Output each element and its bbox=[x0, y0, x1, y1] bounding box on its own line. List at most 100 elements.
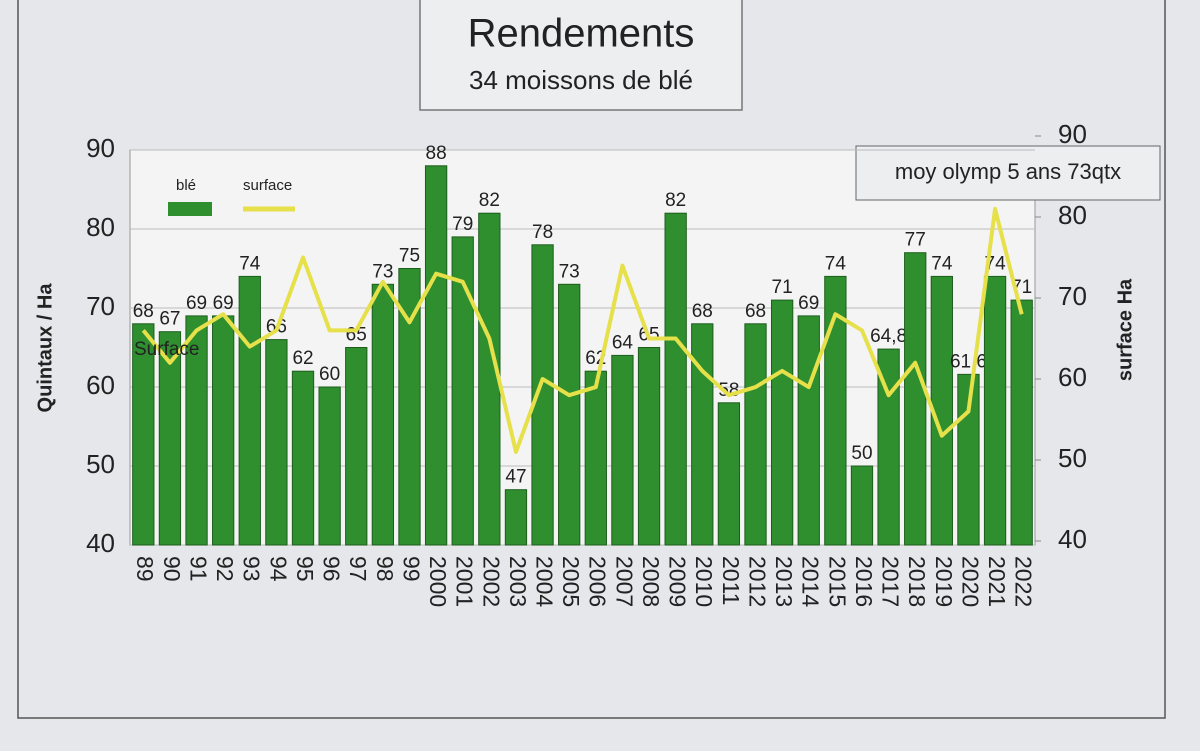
x-tick-label: 2019 bbox=[931, 556, 957, 607]
y-tick-label: 50 bbox=[86, 449, 115, 479]
x-tick-label: 2020 bbox=[957, 556, 983, 607]
bar bbox=[983, 275, 1007, 546]
bar bbox=[637, 347, 661, 546]
bar bbox=[318, 386, 341, 546]
value-label: 75 bbox=[399, 246, 420, 267]
bar bbox=[291, 370, 315, 546]
bar bbox=[265, 339, 288, 546]
legend-label: surface bbox=[243, 177, 292, 194]
value-label: 64,8 bbox=[870, 326, 907, 347]
value-label: 62 bbox=[292, 348, 313, 369]
bar bbox=[691, 323, 714, 546]
y-tick-label: 60 bbox=[86, 370, 115, 400]
value-label: 64 bbox=[612, 332, 634, 353]
y2-axis-label: surface Ha bbox=[1114, 278, 1136, 381]
bar bbox=[824, 275, 847, 546]
y-tick-label: 80 bbox=[86, 212, 115, 242]
bar bbox=[424, 165, 448, 546]
x-tick-label: 2005 bbox=[558, 556, 584, 607]
y-tick-label: 70 bbox=[86, 291, 115, 321]
value-label: 74 bbox=[825, 253, 847, 274]
chart-title: Rendements bbox=[468, 12, 695, 56]
x-tick-label: 92 bbox=[212, 556, 238, 582]
bar bbox=[770, 299, 794, 546]
x-tick-label: 94 bbox=[265, 556, 291, 582]
x-tick-label: 2021 bbox=[984, 556, 1010, 607]
y2-tick-label: 50 bbox=[1058, 443, 1087, 473]
bar bbox=[717, 402, 741, 546]
bar bbox=[904, 252, 927, 546]
x-tick-label: 98 bbox=[372, 556, 398, 582]
bar bbox=[850, 465, 874, 546]
x-tick-label: 2014 bbox=[798, 556, 824, 607]
bar bbox=[371, 283, 395, 546]
value-label: 82 bbox=[479, 190, 500, 211]
value-label: 82 bbox=[665, 190, 686, 211]
x-tick-label: 2000 bbox=[425, 556, 451, 607]
value-label: 60 bbox=[319, 364, 340, 385]
x-tick-label: 2006 bbox=[585, 556, 611, 607]
legend-swatch bbox=[168, 202, 212, 216]
x-tick-label: 2003 bbox=[505, 556, 531, 607]
x-tick-label: 95 bbox=[292, 556, 318, 582]
value-label: 68 bbox=[133, 301, 154, 322]
bar bbox=[1010, 299, 1033, 546]
x-tick-label: 2001 bbox=[452, 556, 478, 607]
x-tick-label: 99 bbox=[398, 556, 424, 582]
value-label: 74 bbox=[931, 253, 953, 274]
x-tick-label: 93 bbox=[239, 556, 265, 582]
y2-tick-label: 70 bbox=[1058, 281, 1087, 311]
annotation: Surface bbox=[134, 339, 199, 360]
value-label: 47 bbox=[505, 467, 526, 488]
x-tick-label: 96 bbox=[319, 556, 345, 582]
x-tick-label: 97 bbox=[345, 556, 371, 582]
bar bbox=[744, 323, 767, 546]
x-tick-label: 2009 bbox=[665, 556, 691, 607]
value-label: 71 bbox=[772, 277, 793, 298]
x-tick-label: 2022 bbox=[1011, 556, 1037, 607]
title-box bbox=[419, 0, 743, 111]
x-tick-label: 89 bbox=[132, 556, 158, 582]
bar bbox=[558, 283, 581, 546]
y-axis-label: Quintaux / Ha bbox=[34, 283, 56, 413]
value-label: 61,6 bbox=[950, 351, 987, 372]
chart-subtitle: 34 moissons de blé bbox=[469, 65, 693, 95]
x-tick-label: 2018 bbox=[904, 556, 930, 607]
value-label: 69 bbox=[798, 293, 819, 314]
value-label: 79 bbox=[452, 214, 473, 235]
x-tick-label: 2008 bbox=[638, 556, 664, 607]
value-label: 88 bbox=[426, 143, 447, 164]
y2-tick-label: 80 bbox=[1058, 200, 1087, 230]
x-tick-label: 2004 bbox=[531, 556, 557, 607]
value-label: 68 bbox=[745, 301, 766, 322]
line bbox=[141, 206, 1024, 454]
value-label: 73 bbox=[559, 261, 580, 282]
frame bbox=[17, 0, 1166, 719]
value-label: 69 bbox=[186, 293, 207, 314]
value-label: 50 bbox=[851, 443, 872, 464]
y-tick-label: 40 bbox=[86, 528, 115, 558]
x-tick-label: 2002 bbox=[478, 556, 504, 607]
y2-tick-label: 60 bbox=[1058, 362, 1087, 392]
bar bbox=[504, 489, 528, 546]
bar bbox=[584, 370, 607, 546]
value-label: 67 bbox=[159, 309, 180, 330]
value-label: 69 bbox=[213, 293, 234, 314]
value-label: 68 bbox=[692, 301, 713, 322]
x-tick-label: 2007 bbox=[611, 556, 637, 607]
x-tick-label: 90 bbox=[159, 556, 185, 582]
bar bbox=[132, 323, 155, 546]
annotation: moy olymp 5 ans 73qtx bbox=[895, 159, 1121, 184]
x-tick-label: 91 bbox=[185, 556, 211, 582]
bar bbox=[398, 268, 421, 546]
bar bbox=[451, 236, 474, 546]
y2-tick-label: 90 bbox=[1058, 119, 1087, 149]
y-tick-label: 90 bbox=[86, 133, 115, 163]
bar bbox=[478, 212, 501, 546]
bar bbox=[212, 315, 235, 546]
x-tick-label: 2012 bbox=[744, 556, 770, 607]
bar bbox=[345, 347, 368, 546]
value-label: 78 bbox=[532, 222, 553, 243]
x-tick-label: 2017 bbox=[878, 556, 904, 607]
